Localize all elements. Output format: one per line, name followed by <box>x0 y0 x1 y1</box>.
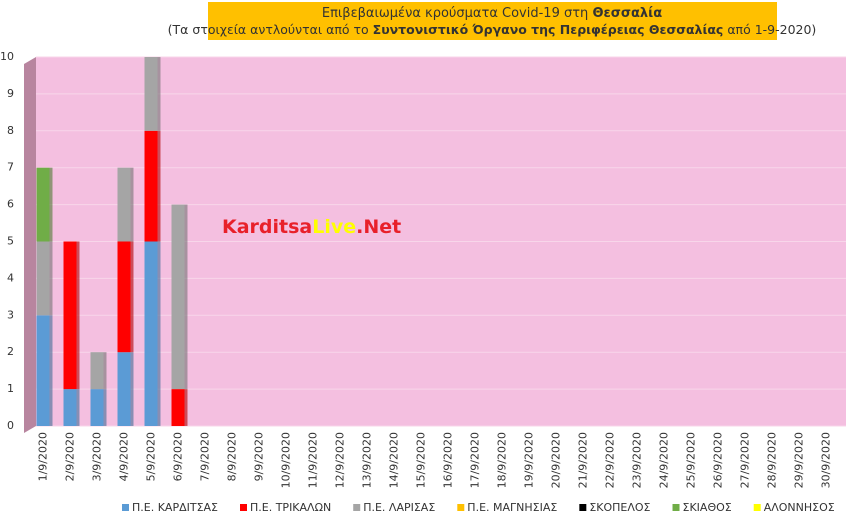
y-tick-label: 4 <box>7 271 14 284</box>
title-part: Επιβεβαιωμένα κρούσματα Covid-19 στη <box>322 6 588 21</box>
x-tick-label: 16/9/2020 <box>442 432 455 488</box>
y-tick-label: 6 <box>7 198 14 211</box>
side-wall <box>24 57 36 433</box>
y-tick-label: 10 <box>0 50 14 63</box>
bar-segment <box>171 389 185 426</box>
x-tick-label: 13/9/2020 <box>361 432 374 488</box>
y-tick-label: 7 <box>7 161 14 174</box>
legend-swatch <box>672 504 680 511</box>
x-tick-label: 20/9/2020 <box>550 432 563 488</box>
bar-segment <box>144 130 158 242</box>
bar-side <box>184 204 188 390</box>
x-tick-label: 5/9/2020 <box>145 432 158 481</box>
bar-side <box>184 389 188 426</box>
legend-label: Π.Ε. ΛΑΡΙΣΑΣ <box>363 501 435 514</box>
legend-label: ΑΛΟΝΝΗΣΟΣ <box>764 501 835 514</box>
y-tick-label: 8 <box>7 124 14 137</box>
bar-segment <box>117 352 131 426</box>
x-tick-label: 8/9/2020 <box>226 432 239 481</box>
x-tick-label: 17/9/2020 <box>469 432 482 488</box>
y-tick-label: 2 <box>7 345 14 358</box>
y-tick-label: 9 <box>7 87 14 100</box>
title-part: Θεσσαλία <box>592 6 662 21</box>
bar-side <box>103 389 107 426</box>
chart-subtitle: (Τα στοιχεία αντλούνται από το Συντονιστ… <box>168 22 817 37</box>
subtitle-part: Συντονιστικό Όργανο της Περιφέρειας Θεσσ… <box>373 22 724 37</box>
x-tick-label: 6/9/2020 <box>172 432 185 481</box>
legend-swatch <box>122 504 129 511</box>
legend-label: ΣΚΙΑΘΟΣ <box>683 501 732 514</box>
bar-side <box>49 315 53 426</box>
bar-segment <box>36 315 50 426</box>
x-tick-label: 25/9/2020 <box>685 432 698 488</box>
watermark-part: Live <box>312 216 356 238</box>
title-box <box>208 2 777 40</box>
bar-side <box>130 167 134 242</box>
bar-segment <box>171 204 185 390</box>
x-tick-label: 15/9/2020 <box>415 432 428 488</box>
watermark-part: Karditsa <box>222 216 312 238</box>
legend-swatch <box>457 504 465 511</box>
y-tick-label: 5 <box>7 235 14 248</box>
x-tick-label: 1/9/2020 <box>37 432 50 481</box>
x-tick-label: 3/9/2020 <box>91 432 104 481</box>
x-tick-label: 27/9/2020 <box>739 432 752 488</box>
legend-swatch <box>353 504 361 511</box>
x-tick-label: 24/9/2020 <box>658 432 671 488</box>
bar-segment <box>36 241 50 316</box>
x-tick-label: 29/9/2020 <box>793 432 806 488</box>
x-tick-label: 2/9/2020 <box>64 432 77 481</box>
x-tick-label: 11/9/2020 <box>307 432 320 488</box>
x-tick-label: 23/9/2020 <box>631 432 644 488</box>
y-tick-label: 0 <box>7 419 14 432</box>
subtitle-part: από 1-9-2020) <box>727 22 816 37</box>
legend-label: Π.Ε. ΜΑΓΝΗΣΙΑΣ <box>467 501 557 514</box>
x-tick-label: 14/9/2020 <box>388 432 401 488</box>
bar-side <box>49 167 53 242</box>
bar-side <box>130 241 134 353</box>
x-tick-label: 30/9/2020 <box>820 432 833 488</box>
watermark: KarditsaLive.Net <box>222 216 401 238</box>
x-tick-label: 22/9/2020 <box>604 432 617 488</box>
bar-segment <box>63 241 77 390</box>
bar-side <box>76 241 80 390</box>
bar-side <box>49 241 53 316</box>
legend-label: ΣΚΟΠΕΛΟΣ <box>589 501 650 514</box>
bar-side <box>130 352 134 426</box>
legend-swatch <box>240 504 247 511</box>
legend-label: Π.Ε. ΚΑΡΔΙΤΣΑΣ <box>132 501 218 514</box>
bar-segment <box>144 57 158 131</box>
bar-segment <box>36 167 50 242</box>
bar-segment <box>144 241 158 426</box>
bar-side <box>157 130 161 242</box>
subtitle-part: (Τα στοιχεία αντλούνται από το <box>168 22 369 37</box>
y-tick-label: 1 <box>7 382 14 395</box>
bar-side <box>103 352 107 390</box>
x-tick-label: 12/9/2020 <box>334 432 347 488</box>
chart-title: Επιβεβαιωμένα κρούσματα Covid-19 στη Θεσ… <box>322 6 662 21</box>
legend-swatch <box>753 504 761 511</box>
x-tick-label: 7/9/2020 <box>199 432 212 481</box>
bar-side <box>157 57 161 131</box>
x-tick-label: 9/9/2020 <box>253 432 266 481</box>
x-tick-label: 10/9/2020 <box>280 432 293 488</box>
bar-side <box>76 389 80 426</box>
watermark-part: .Net <box>356 216 401 238</box>
legend-swatch <box>579 504 587 511</box>
x-tick-label: 18/9/2020 <box>496 432 509 488</box>
bar-segment <box>63 389 77 426</box>
y-tick-label: 3 <box>7 308 14 321</box>
bar-segment <box>90 352 104 390</box>
x-tick-label: 26/9/2020 <box>712 432 725 488</box>
bar-segment <box>90 389 104 426</box>
x-tick-label: 19/9/2020 <box>523 432 536 488</box>
bar-side <box>157 241 161 426</box>
bar-segment <box>117 167 131 242</box>
x-tick-label: 4/9/2020 <box>118 432 131 481</box>
legend-label: Π.Ε. ΤΡΙΚΑΛΩΝ <box>250 501 331 514</box>
bar-segment <box>117 241 131 353</box>
x-tick-label: 21/9/2020 <box>577 432 590 488</box>
x-tick-label: 28/9/2020 <box>766 432 779 488</box>
